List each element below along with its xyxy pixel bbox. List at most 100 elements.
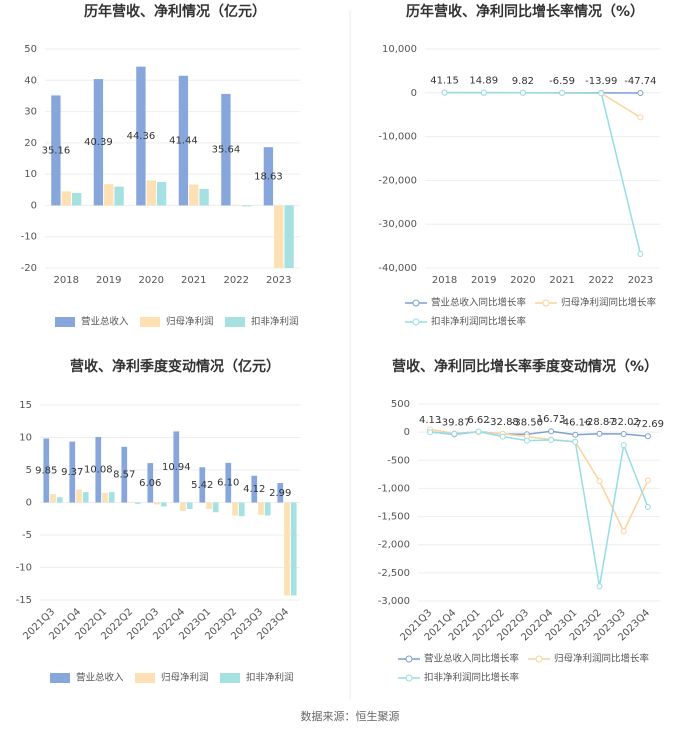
y-tick-label: 0 [31,200,37,211]
point-marker [475,428,482,435]
legend-swatch [225,317,245,327]
legend-label: 归母净利润 [166,316,214,328]
bar [180,502,186,511]
point-marker [572,438,579,445]
y-tick-label: -10 [21,232,37,243]
data-label: 6.62 [467,415,489,426]
data-label: 6.06 [139,478,161,489]
bar [263,147,274,206]
data-label: 8.57 [113,470,135,481]
point-marker [596,430,603,437]
y-tick-label: -10,000 [378,132,417,143]
y-tick-label: 50 [24,44,37,55]
bar [231,204,241,206]
y-tick-label: -15 [16,595,32,606]
y-tick-label: -30,000 [378,219,417,230]
point-marker [644,433,651,440]
bar [134,502,141,504]
y-tick-label: -1,500 [378,512,410,523]
data-label: -72.69 [632,419,664,430]
data-label: 6.10 [217,478,239,489]
bar [189,184,199,206]
bar [69,441,76,503]
legend-swatch [50,673,70,683]
legend-swatch [412,299,420,307]
x-tick-label: 2018 [54,275,79,286]
legend-swatch [405,655,413,663]
bar [186,502,193,509]
bar [114,186,124,206]
bar [121,446,128,503]
data-label: 10.08 [84,465,113,476]
legend-label: 归母净利润同比增长率 [554,653,650,665]
data-label: 9.85 [35,465,57,476]
data-label: -38.50 [511,417,543,428]
y-tick-label: -500 [387,455,410,466]
data-label: 41.44 [169,136,198,147]
point-marker [644,477,651,484]
data-label: 5.42 [191,480,213,491]
bar [43,438,50,503]
point-marker [480,89,487,96]
chart-title: 营收、净利同比增长率季度变动情况（%） [392,358,658,375]
y-tick-label: 0 [404,427,410,438]
point-marker [441,89,448,96]
point-marker [596,478,603,485]
bar [71,192,82,206]
bar [146,180,156,206]
data-label: -32.88 [487,417,519,428]
data-label: -28.87 [583,417,615,428]
source-note: 数据来源：恒生聚源 [301,709,400,723]
point-marker [559,89,566,96]
y-tick-label: -3,000 [378,596,410,607]
bar [199,467,206,503]
x-tick-label: 2021 [549,275,574,286]
data-label: -32.02 [608,417,640,428]
x-tick-label: 2022 [589,275,614,286]
y-tick-label: 0 [411,88,417,99]
y-tick-label: -2,500 [378,568,410,579]
data-label: 4.13 [419,415,441,426]
bar [147,463,154,503]
bar [274,205,284,268]
bar [241,205,252,207]
point-marker [519,89,526,96]
data-label: -13.99 [585,76,617,87]
y-tick-label: 5 [26,465,32,476]
y-tick-label: 30 [24,107,37,118]
bar [173,431,180,503]
y-tick-label: 0 [26,498,32,509]
bar [76,489,82,503]
legend-swatch [405,674,413,682]
bar [258,502,264,515]
data-label: 40.39 [84,137,113,148]
bar [51,95,61,206]
legend-label: 营业总收入 [81,316,129,328]
x-tick-label: 2021 [181,275,206,286]
legend-label: 营业总收入 [76,672,124,684]
point-marker [499,433,506,440]
data-label: 4.12 [243,484,265,495]
x-tick-label: 2019 [471,275,496,286]
bar [221,93,231,206]
data-label: 35.64 [212,145,241,156]
point-marker [572,431,579,438]
data-label: 2.99 [269,488,291,499]
chart-title: 历年营收、净利同比增长率情况（%） [406,3,644,20]
y-tick-label: -20 [21,263,37,274]
data-label: 14.89 [469,76,498,87]
data-label: 9.82 [512,76,534,87]
bar [104,184,114,206]
point-marker [637,250,644,257]
line [444,91,641,118]
legend-swatch [412,318,420,326]
x-tick-label: 2018 [432,275,457,286]
point-marker [620,430,627,437]
point-marker [451,430,458,437]
x-tick-label: 2019 [96,275,121,286]
legend-swatch [220,673,240,683]
legend-label: 扣非净利润 [246,672,294,684]
legend-label: 扣非净利润同比增长率 [424,672,520,684]
